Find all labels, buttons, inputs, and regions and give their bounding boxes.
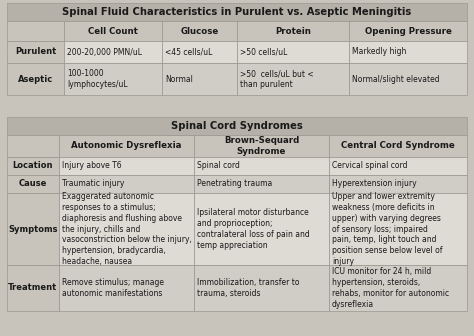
Text: ICU monitor for 24 h, mild
hypertension, steroids,
rehabs, monitor for autonomic: ICU monitor for 24 h, mild hypertension,… — [332, 267, 449, 309]
Text: Treatment: Treatment — [9, 284, 58, 293]
Text: Traumatic injury: Traumatic injury — [62, 179, 124, 188]
Text: Spinal Cord Syndromes: Spinal Cord Syndromes — [171, 121, 303, 131]
Text: Symptoms: Symptoms — [8, 224, 58, 234]
Text: Purulent: Purulent — [15, 47, 56, 56]
Text: Ipsilateral motor disturbance
and proprioception;
contralateral loss of pain and: Ipsilateral motor disturbance and propri… — [197, 208, 310, 250]
Text: 100-1000
lymphocytes/uL: 100-1000 lymphocytes/uL — [67, 69, 128, 89]
Text: Autonomic Dysreflexia: Autonomic Dysreflexia — [71, 141, 182, 151]
Bar — [7, 63, 64, 95]
Text: Hyperextension injury: Hyperextension injury — [332, 179, 417, 188]
Bar — [329, 193, 467, 265]
Text: Spinal cord: Spinal cord — [197, 162, 240, 170]
Bar — [194, 265, 329, 311]
Text: Opening Pressure: Opening Pressure — [365, 27, 451, 36]
Bar — [237, 21, 349, 41]
Bar — [59, 193, 194, 265]
Bar — [162, 63, 237, 95]
Bar — [237, 63, 349, 95]
Bar — [59, 175, 194, 193]
Bar — [7, 157, 59, 175]
Text: Remove stimulus; manage
autonomic manifestations: Remove stimulus; manage autonomic manife… — [62, 278, 164, 298]
Text: Brown-Sequard
Syndrome: Brown-Sequard Syndrome — [224, 136, 299, 156]
Text: >50 cells/uL: >50 cells/uL — [240, 47, 287, 56]
Text: Central Cord Syndrome: Central Cord Syndrome — [341, 141, 455, 151]
Bar — [7, 135, 59, 157]
Text: Cell Count: Cell Count — [88, 27, 138, 36]
Text: Protein: Protein — [275, 27, 311, 36]
Text: Aseptic: Aseptic — [18, 75, 53, 84]
Text: Immobilization, transfer to
trauma, steroids: Immobilization, transfer to trauma, ster… — [197, 278, 300, 298]
Text: Normal: Normal — [165, 75, 193, 84]
Bar — [194, 175, 329, 193]
Text: Exaggerated autonomic
responses to a stimulus;
diaphoresis and flushing above
th: Exaggerated autonomic responses to a sti… — [62, 192, 192, 266]
Bar — [7, 3, 467, 21]
Text: Injury above T6: Injury above T6 — [62, 162, 122, 170]
Bar — [59, 265, 194, 311]
Text: Markedly high: Markedly high — [352, 47, 406, 56]
Text: Location: Location — [13, 162, 53, 170]
Bar — [7, 41, 64, 63]
Text: 200-20,000 PMN/uL: 200-20,000 PMN/uL — [67, 47, 142, 56]
Bar — [7, 21, 64, 41]
Bar — [162, 21, 237, 41]
Text: Glucose: Glucose — [181, 27, 219, 36]
Bar — [64, 41, 162, 63]
Text: Penetrating trauma: Penetrating trauma — [197, 179, 272, 188]
Text: >50  cells/uL but <
than purulent: >50 cells/uL but < than purulent — [240, 69, 314, 89]
Bar — [349, 21, 467, 41]
Bar — [64, 63, 162, 95]
Text: Spinal Fluid Characteristics in Purulent vs. Aseptic Meningitis: Spinal Fluid Characteristics in Purulent… — [63, 7, 411, 17]
Bar — [64, 21, 162, 41]
Bar — [162, 41, 237, 63]
Bar — [329, 175, 467, 193]
Text: Upper and lower extremity
weakness (more deficits in
upper) with varying degrees: Upper and lower extremity weakness (more… — [332, 192, 443, 266]
Bar — [329, 157, 467, 175]
Bar — [194, 135, 329, 157]
Bar — [194, 193, 329, 265]
Text: Cause: Cause — [19, 179, 47, 188]
Bar — [59, 157, 194, 175]
Bar — [329, 135, 467, 157]
Bar — [7, 265, 59, 311]
Bar — [349, 41, 467, 63]
Bar — [349, 63, 467, 95]
Bar — [59, 135, 194, 157]
Bar — [7, 193, 59, 265]
Bar — [7, 117, 467, 135]
Bar — [194, 157, 329, 175]
Bar — [329, 265, 467, 311]
Bar — [7, 175, 59, 193]
Text: Cervical spinal cord: Cervical spinal cord — [332, 162, 408, 170]
Text: <45 cells/uL: <45 cells/uL — [165, 47, 212, 56]
Bar — [237, 41, 349, 63]
Text: Normal/slight elevated: Normal/slight elevated — [352, 75, 439, 84]
